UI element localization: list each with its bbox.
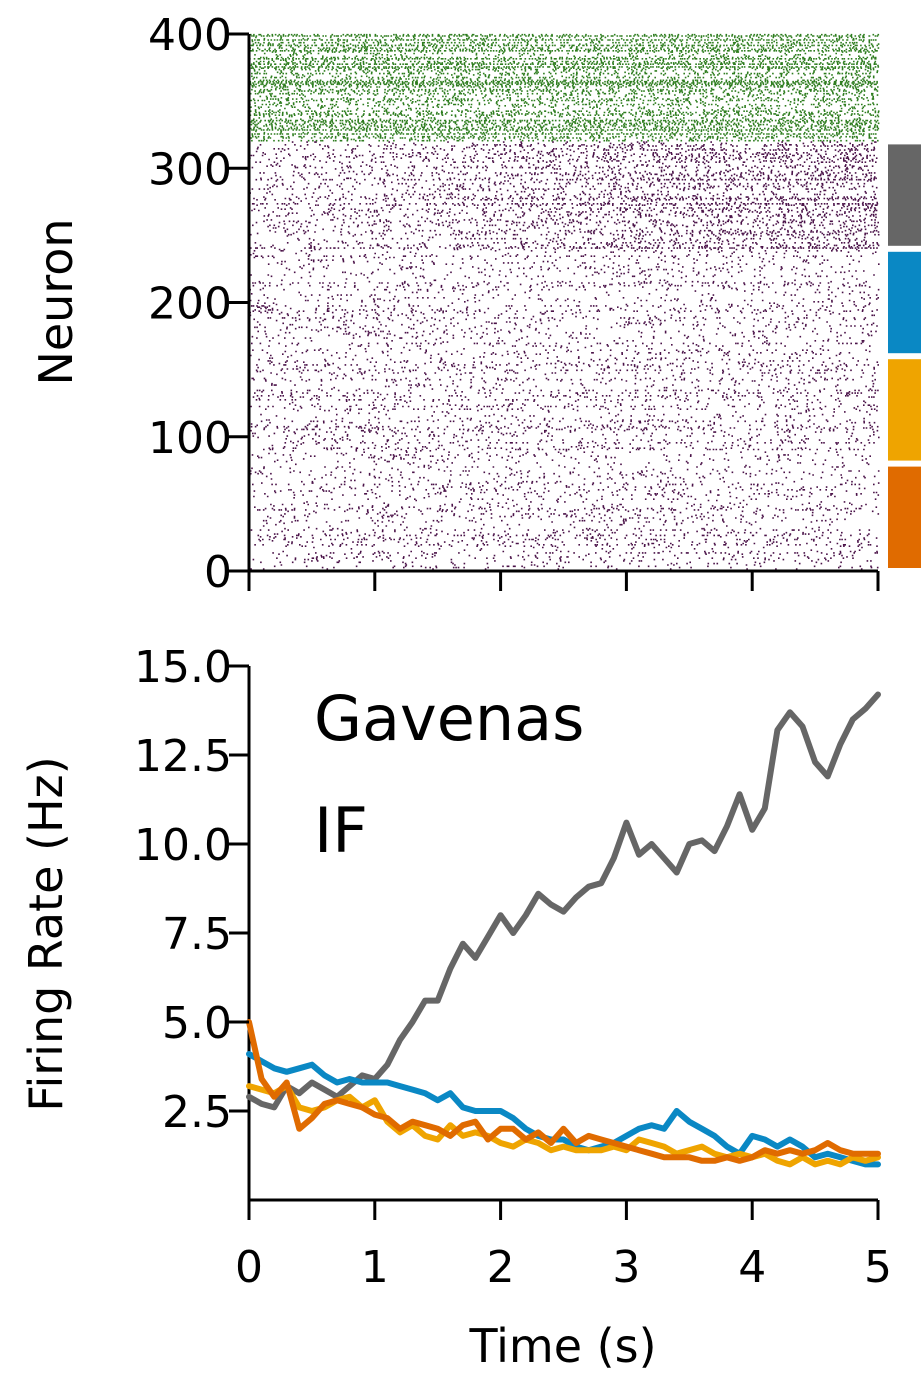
group-bar-3 [888, 466, 921, 568]
raster-yticks: 0 100 200 300 400 [148, 10, 249, 598]
raster-y-tick-label-3: 300 [148, 144, 232, 195]
rate-x-tick-label-4: 4 [738, 1242, 766, 1293]
raster-y-axis-label: Neuron [29, 218, 83, 385]
raster-group-bars [888, 144, 921, 568]
group-bar-1 [888, 251, 921, 354]
rate-x-tick-label-0: 0 [235, 1242, 263, 1293]
raster-y-tick-label-0: 0 [204, 547, 232, 598]
rate-x-axis-label: Time (s) [468, 1319, 656, 1373]
rate-x-tick-label-2: 2 [487, 1242, 515, 1293]
rate-y-tick-label-1: 5.0 [162, 998, 232, 1049]
raster-panel: 0 100 200 300 400 Neuron [29, 10, 921, 598]
rate-y-tick-label-4: 12.5 [134, 731, 232, 782]
raster-y-tick-label-1: 100 [148, 413, 232, 464]
rate-series-line-0 [246, 691, 881, 1111]
raster-y-tick-label-2: 200 [148, 279, 232, 330]
rate-y-tick-label-5: 15.0 [134, 642, 232, 693]
rate-x-tick-label-3: 3 [612, 1242, 640, 1293]
spikes-excitatory [249, 33, 880, 142]
rate-y-axis-label: Firing Rate (Hz) [19, 756, 73, 1111]
rate-x-tick-label-1: 1 [361, 1242, 389, 1293]
raster-spikes [249, 33, 880, 572]
rate-y-tick-label-2: 7.5 [162, 909, 232, 960]
rate-series-line-3 [246, 1019, 881, 1164]
rate-x-tick-label-5: 5 [864, 1242, 892, 1293]
rate-series [246, 691, 881, 1168]
rate-series-line-1 [246, 1051, 881, 1168]
rate-y-tick-label-0: 2.5 [162, 1087, 232, 1138]
rate-xticks: 0 1 2 3 4 5 [235, 1200, 892, 1293]
raster-y-tick-label-4: 400 [148, 10, 232, 61]
group-bar-0 [888, 144, 921, 246]
rate-yticks: 2.5 5.0 7.5 10.0 12.5 15.0 [134, 642, 249, 1138]
spikes-inhibitory [249, 141, 880, 572]
model-annotation-gavenas: Gavenas [314, 682, 584, 755]
model-annotation-if: IF [314, 794, 368, 867]
group-bar-2 [888, 359, 921, 461]
rate-series-line-2 [246, 1083, 881, 1168]
rate-y-tick-label-3: 10.0 [134, 820, 232, 871]
